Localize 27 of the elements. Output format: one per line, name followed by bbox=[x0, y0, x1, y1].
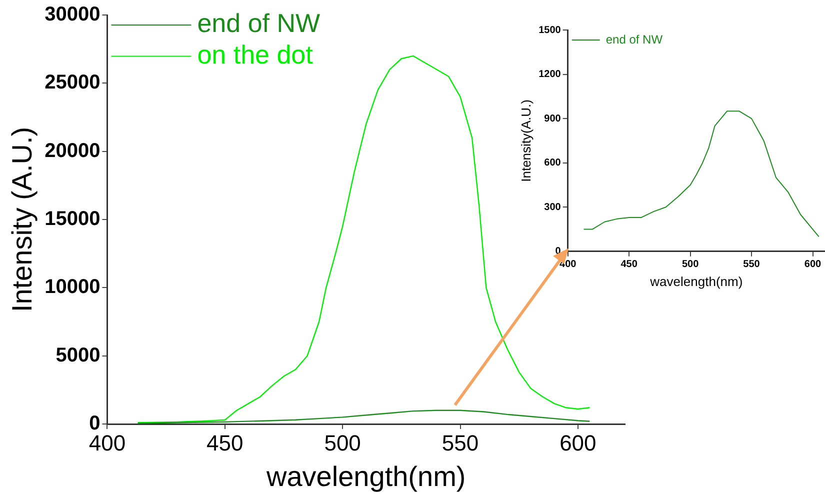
y-tick-label: 900 bbox=[544, 113, 562, 124]
y-tick-label: 5000 bbox=[56, 344, 100, 366]
y-tick-label: 600 bbox=[544, 158, 562, 169]
y-tick-label: 10000 bbox=[44, 276, 100, 298]
y-tick-label: 1200 bbox=[538, 69, 562, 80]
legend-label: end of NW bbox=[197, 8, 320, 38]
x-tick-label: 600 bbox=[560, 430, 596, 456]
x-tick-label: 500 bbox=[682, 259, 700, 270]
x-tick-label: 550 bbox=[442, 430, 479, 456]
x-tick-label: 500 bbox=[324, 430, 361, 456]
x-tick-label: 600 bbox=[804, 259, 822, 270]
y-axis-title: Intensity(A.U.) bbox=[518, 100, 534, 182]
x-tick-label: 550 bbox=[743, 259, 760, 270]
x-tick-label: 450 bbox=[206, 430, 244, 456]
y-tick-label: 0 bbox=[555, 246, 562, 258]
x-axis-title: wavelength(nm) bbox=[266, 460, 466, 492]
x-axis-title: wavelength(nm) bbox=[649, 274, 743, 289]
y-tick-label: 300 bbox=[544, 202, 562, 213]
legend-label: end of NW bbox=[606, 32, 664, 46]
y-tick-label: 25000 bbox=[44, 72, 100, 94]
y-tick-label: 30000 bbox=[44, 4, 100, 26]
y-axis-title: Intensity (A.U.) bbox=[6, 126, 38, 312]
x-tick-label: 450 bbox=[620, 259, 638, 270]
y-tick-label: 1500 bbox=[538, 24, 562, 36]
y-tick-label: 20000 bbox=[44, 140, 100, 162]
legend-label: on the dot bbox=[197, 39, 314, 70]
y-tick-label: 15000 bbox=[44, 208, 100, 230]
